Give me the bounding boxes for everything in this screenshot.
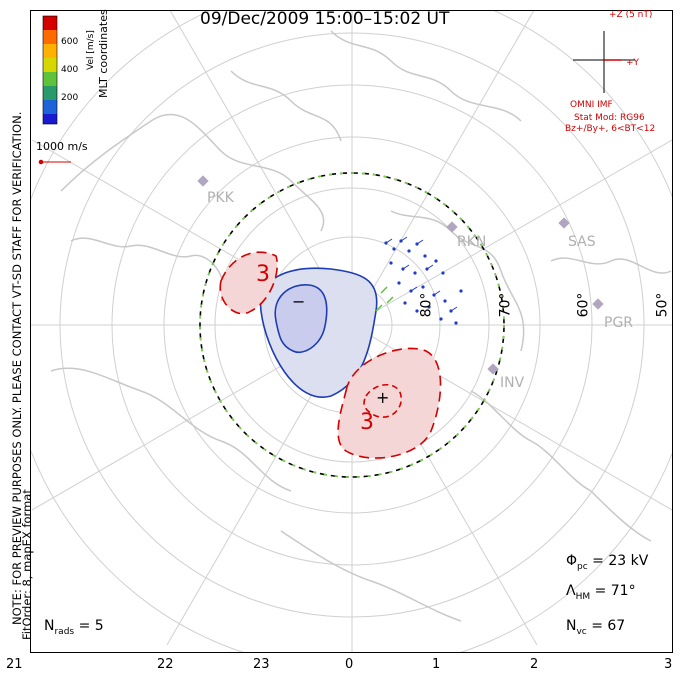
green-vectors [375, 286, 394, 312]
plot-title: 09/Dec/2009 15:00–15:02 UT [200, 9, 450, 29]
positive-cell-inner [363, 383, 402, 418]
mlt-tick-2: 2 [530, 657, 539, 672]
pos-contour-label: 3 [360, 410, 374, 435]
stat-model-label: Stat Mod: RG96 [574, 113, 645, 123]
colorbar-tick-400: 400 [61, 65, 79, 75]
imf-z-label: +Z (5 nT) [609, 10, 653, 20]
mlt-tick-3: 3 [664, 657, 673, 672]
positive-cell-small [219, 251, 278, 315]
potential-minimum-marker: − [292, 292, 306, 311]
lat-label-60: 60° [575, 292, 592, 318]
site-label-rkn: RKN [457, 234, 487, 250]
velocity-reference-arrow [38, 159, 71, 165]
cross-polar-potential-stat: Φpc = 23 kV [566, 553, 649, 572]
lat-label-70: 70° [497, 292, 514, 318]
site-label-sas: SAS [568, 234, 596, 250]
nvc-symbol: N [566, 618, 577, 634]
site-label-pgr: PGR [604, 315, 634, 331]
plot-frame [30, 10, 673, 653]
mlt-tick-22: 22 [157, 657, 174, 672]
lat-label-80: 80° [418, 292, 435, 318]
coastlines [50, 30, 672, 622]
phi-symbol: Φ [566, 553, 578, 569]
nvc-subscript: vc [576, 627, 587, 637]
velocity-vector-lines [385, 236, 458, 312]
polar-map [31, 11, 672, 652]
potential-maximum-marker: + [376, 388, 390, 407]
colorbar-tick-200: 200 [61, 93, 79, 103]
nrads-stat: Nrads = 5 [44, 618, 104, 637]
nvc-stat: Nvc = 67 [566, 618, 626, 637]
phi-value: = 23 kV [592, 553, 649, 569]
mlt-tick-21: 21 [6, 657, 23, 672]
mlt-tick-1: 1 [432, 657, 441, 672]
lambda-subscript: HM [575, 592, 591, 602]
velocity-reference-label: 1000 m/s [36, 140, 88, 153]
neg-contour-label: 3 [256, 262, 270, 287]
coordinates-label: MLT coordinates [97, 9, 110, 98]
fit-order-note: FitOrder: 8, mapEX format [20, 489, 34, 640]
nrads-subscript: rads [54, 627, 75, 637]
site-label-pkk: PKK [207, 190, 234, 206]
negative-cell-inner [274, 284, 328, 353]
nrads-symbol: N [44, 618, 55, 634]
site-label-inv: INV [500, 375, 525, 391]
imf-y-label: +Y [626, 58, 640, 68]
positive-cell-outer [337, 347, 442, 459]
lat-label-50: 50° [654, 292, 671, 318]
colorbar-tick-600: 600 [61, 37, 79, 47]
colorbar [42, 15, 58, 125]
colorbar-title: Vel [m/s] [86, 30, 96, 70]
hm-boundary-green [199, 172, 505, 478]
stat-condition-label: Bz+/By+, 6<BT<12 [565, 124, 656, 134]
lambda-symbol: Λ [566, 583, 576, 599]
mlt-tick-23: 23 [253, 657, 270, 672]
phi-subscript: pc [577, 562, 588, 572]
nrads-value: = 5 [78, 618, 104, 634]
nvc-value: = 67 [591, 618, 626, 634]
lambda-value: = 71° [594, 583, 636, 599]
radar-site-markers [197, 175, 604, 375]
imf-source-label: OMNI IMF [570, 100, 613, 110]
mlt-tick-0: 0 [345, 657, 354, 672]
hm-latitude-stat: ΛHM = 71° [566, 583, 636, 602]
